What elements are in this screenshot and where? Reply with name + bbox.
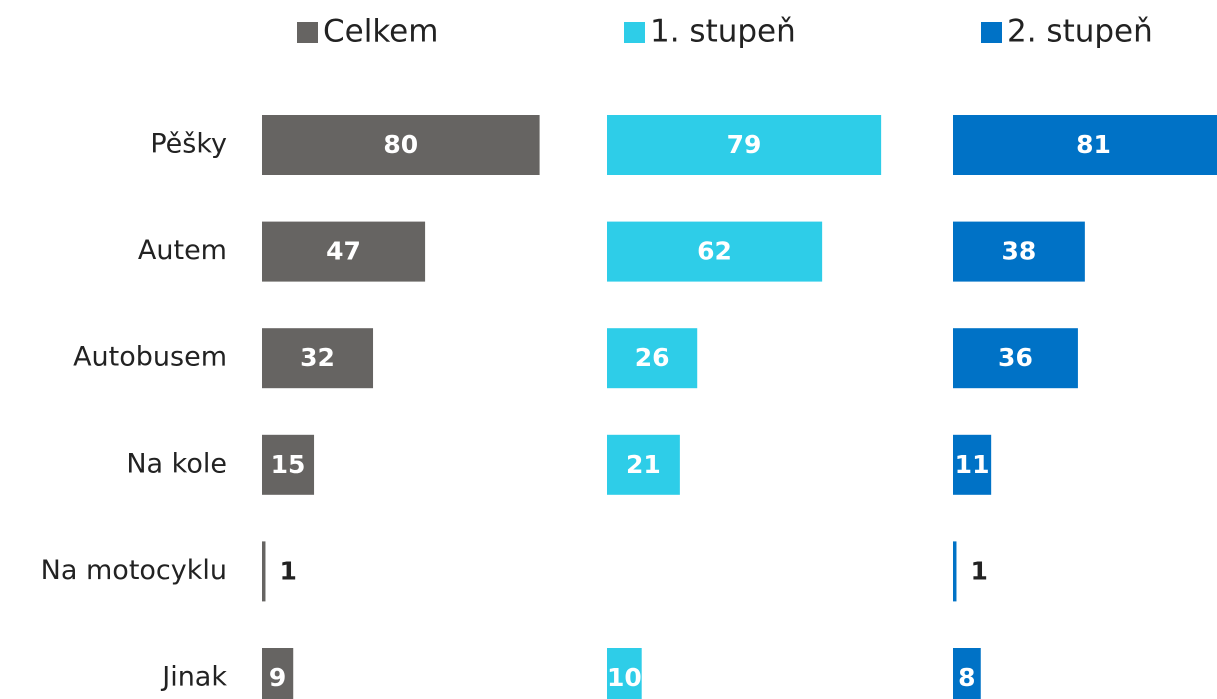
category-label: Autem: [138, 235, 227, 266]
value-label: 32: [300, 343, 335, 372]
value-label: 10: [607, 663, 642, 692]
value-label: 62: [697, 237, 732, 266]
value-label: 15: [271, 450, 306, 479]
legend-label: 2. stupeň: [1007, 14, 1153, 50]
legend-label: Celkem: [323, 14, 438, 50]
legend-swatch: [297, 22, 318, 43]
value-label: 11: [955, 450, 990, 479]
bar: [953, 115, 1217, 175]
value-label: 79: [727, 130, 762, 159]
bar: [607, 434, 680, 495]
value-label: 80: [383, 130, 418, 159]
bar: [953, 648, 981, 699]
value-label: 36: [998, 343, 1033, 372]
category-label: Na motocyklu: [41, 555, 227, 586]
category-label: Jinak: [160, 662, 227, 693]
bar: [607, 648, 642, 699]
value-label: 21: [626, 450, 661, 479]
bar: [262, 221, 426, 282]
value-label: 1: [970, 556, 987, 585]
legend-swatch: [981, 22, 1002, 43]
category-label: Na kole: [126, 448, 227, 479]
bar: [262, 115, 540, 175]
category-label: Pěšky: [150, 129, 227, 160]
bar: [262, 541, 266, 602]
value-label: 26: [635, 343, 670, 372]
category-label: Autobusem: [73, 342, 227, 373]
bar: [953, 221, 1085, 282]
bar: [262, 434, 315, 495]
value-label: 8: [958, 663, 975, 692]
value-label: 81: [1076, 130, 1111, 159]
value-label: 38: [1002, 237, 1037, 266]
bar: [953, 541, 957, 602]
bar: [607, 328, 698, 389]
value-label: 9: [269, 663, 286, 692]
bar: [953, 434, 992, 495]
bar: [607, 221, 823, 282]
bar: [262, 328, 374, 389]
bar: [607, 115, 882, 175]
value-label: 1: [279, 556, 296, 585]
bar: [262, 648, 294, 699]
legend-label: 1. stupeň: [650, 14, 796, 50]
bar: [953, 328, 1078, 389]
value-label: 47: [326, 237, 361, 266]
legend-swatch: [624, 22, 645, 43]
